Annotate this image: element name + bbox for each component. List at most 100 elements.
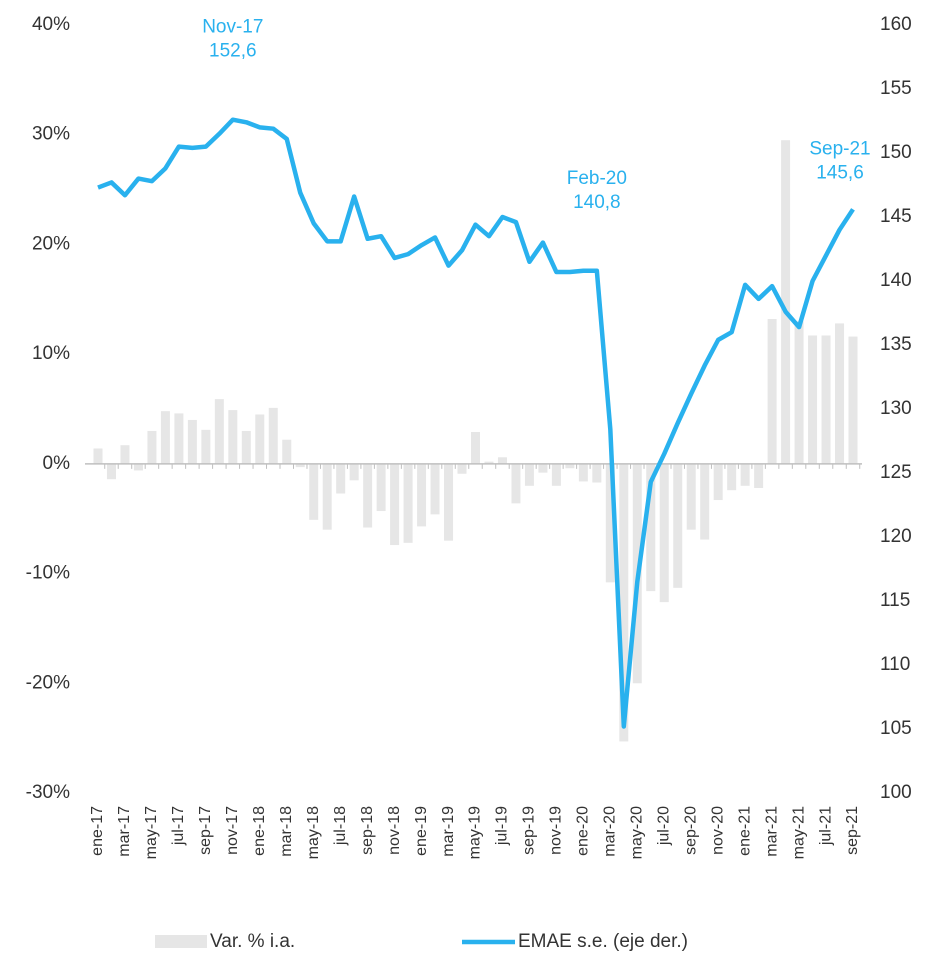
- bar: [430, 463, 440, 515]
- legend-swatch: [155, 935, 207, 948]
- x-tick-label: ene-21: [736, 806, 753, 856]
- bar: [578, 463, 588, 482]
- annotation-value: 145,6: [816, 162, 864, 183]
- bar: [187, 419, 197, 464]
- y-tick-label: -10%: [26, 563, 70, 584]
- bar: [295, 463, 305, 468]
- bar: [336, 463, 346, 494]
- bar: [376, 463, 386, 512]
- x-tick-label: may-20: [629, 806, 646, 859]
- x-tick-label: may-17: [143, 806, 160, 859]
- y-tick-label: 10%: [32, 343, 70, 364]
- x-tick-label: ene-17: [89, 806, 106, 856]
- bar: [646, 463, 656, 592]
- y2-tick-label: 125: [880, 462, 912, 483]
- bar: [120, 445, 130, 464]
- bar: [363, 463, 373, 528]
- bar: [444, 463, 454, 541]
- bar: [619, 463, 629, 742]
- bar: [390, 463, 400, 546]
- bar: [349, 463, 359, 481]
- bar: [538, 463, 548, 473]
- bar: [686, 463, 696, 530]
- bar: [471, 432, 480, 464]
- bar: [106, 463, 116, 480]
- bar: [848, 336, 858, 464]
- x-tick-label: nov-17: [224, 806, 241, 855]
- bar: [511, 463, 521, 504]
- y2-tick-label: 105: [880, 718, 912, 739]
- bar: [605, 463, 615, 583]
- x-tick-label: sep-19: [521, 806, 538, 855]
- bar: [147, 430, 157, 464]
- legend-label: EMAE s.e. (eje der.): [518, 931, 688, 952]
- y-tick-label: 0%: [43, 453, 71, 474]
- bar: [835, 323, 845, 464]
- x-tick-label: sep-20: [682, 806, 699, 855]
- y2-tick-label: 135: [880, 334, 912, 355]
- bar: [484, 461, 494, 464]
- bar: [160, 411, 170, 464]
- bar: [403, 463, 413, 543]
- x-tick-label: sep-21: [844, 806, 861, 855]
- x-tick-label: nov-19: [548, 806, 565, 855]
- y-tick-label: -30%: [26, 782, 70, 803]
- x-tick-label: nov-18: [386, 806, 403, 855]
- y2-tick-label: 115: [880, 590, 910, 611]
- bar: [740, 463, 750, 486]
- annotation-value: 152,6: [209, 41, 257, 62]
- bar: [659, 463, 669, 603]
- legend-label: Var. % i.a.: [210, 931, 295, 952]
- bar: [457, 463, 467, 474]
- bar: [214, 399, 224, 464]
- bar: [322, 463, 332, 530]
- bar: [282, 439, 292, 464]
- bar: [551, 463, 561, 486]
- annotation-value: 140,8: [573, 192, 621, 213]
- bar: [241, 430, 251, 464]
- y2-tick-label: 150: [880, 142, 912, 163]
- x-tick-label: mar-21: [763, 806, 780, 857]
- bar: [255, 414, 265, 464]
- y-tick-label: 30%: [32, 124, 70, 145]
- y2-tick-label: 145: [880, 206, 912, 227]
- bar: [781, 140, 791, 464]
- y2-tick-label: 155: [880, 78, 912, 99]
- annotation-date: Sep-21: [809, 138, 870, 159]
- x-tick-label: ene-20: [575, 806, 592, 856]
- x-tick-label: ene-18: [251, 806, 268, 856]
- bar: [700, 463, 710, 540]
- bar: [201, 429, 211, 464]
- x-tick-label: nov-20: [709, 806, 726, 855]
- bar: [565, 463, 575, 469]
- y2-tick-label: 110: [880, 654, 910, 675]
- x-tick-label: may-18: [305, 806, 322, 859]
- bar: [228, 410, 238, 464]
- y2-tick-label: 100: [880, 782, 912, 803]
- bar: [713, 463, 723, 501]
- x-tick-label: mar-17: [116, 806, 133, 857]
- bar: [821, 335, 831, 464]
- bar: [767, 319, 777, 464]
- x-tick-label: jul-17: [170, 806, 187, 846]
- bar: [497, 457, 507, 464]
- y-tick-label: 40%: [32, 14, 70, 35]
- bar: [794, 321, 804, 464]
- x-tick-label: may-19: [467, 806, 484, 859]
- x-tick-label: sep-17: [197, 806, 214, 855]
- bar: [268, 407, 278, 464]
- x-tick-label: ene-19: [413, 806, 430, 856]
- y-tick-label: 20%: [32, 233, 70, 254]
- bar: [727, 463, 737, 491]
- bar: [673, 463, 683, 588]
- annotation-date: Nov-17: [202, 17, 263, 38]
- bar: [133, 463, 143, 471]
- line: [97, 117, 855, 729]
- bar: [808, 335, 818, 464]
- x-tick-label: jul-18: [332, 806, 349, 846]
- x-tick-label: sep-18: [359, 806, 376, 855]
- bar: [417, 463, 427, 527]
- bar: [524, 463, 534, 486]
- bar: [592, 463, 602, 483]
